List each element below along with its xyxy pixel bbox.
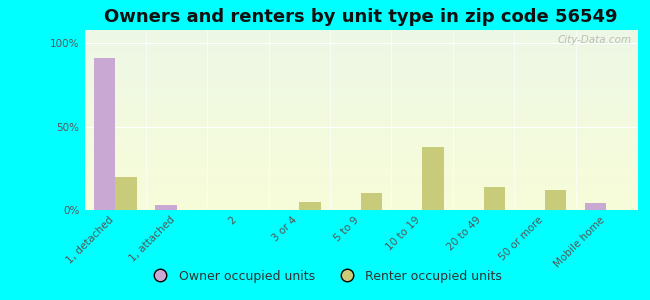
Bar: [300, 202, 321, 210]
Text: City-Data.com: City-Data.com: [557, 35, 632, 45]
Legend: Owner occupied units, Renter occupied units: Owner occupied units, Renter occupied un…: [143, 265, 507, 288]
Bar: [94, 58, 115, 210]
Bar: [115, 177, 136, 210]
Bar: [484, 187, 505, 210]
Bar: [361, 193, 382, 210]
Title: Owners and renters by unit type in zip code 56549: Owners and renters by unit type in zip c…: [104, 8, 618, 26]
Bar: [585, 203, 606, 210]
Bar: [545, 190, 566, 210]
Bar: [155, 205, 177, 210]
Bar: [422, 147, 443, 210]
